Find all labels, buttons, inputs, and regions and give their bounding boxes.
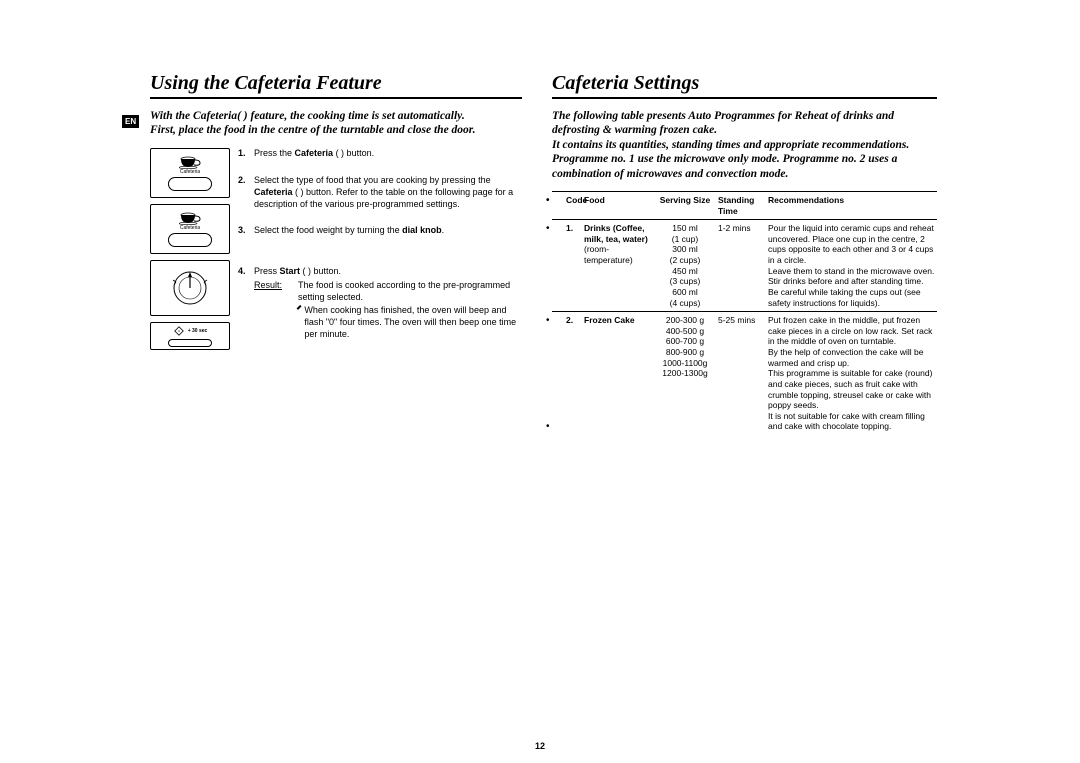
dial-knob-illustration [150,260,230,316]
steps-list: 1. Press the Cafeteria ( ) button. 2. Se… [238,148,522,351]
intro-line-1: With the Cafeteria( ) feature, the cooki… [150,110,465,122]
table-row: 1. Drinks (Coffee, milk, tea, water) (ro… [552,220,937,312]
left-section-title: Using the Cafeteria Feature [150,72,522,99]
step-body: Select the food weight by turning the di… [254,225,522,237]
intro-p1: The following table presents Auto Progra… [552,110,894,136]
th-rec: Recommendations [768,195,937,216]
step-number: 2. [238,175,254,210]
button-oval [168,339,212,347]
cell-standing: 5-25 mins [718,315,764,432]
button-illustrations: Cafeteria Cafeteria [150,148,230,351]
right-section-title: Cafeteria Settings [552,72,937,99]
button-oval [168,233,212,247]
start-button-illustration: + 30 sec [150,322,230,350]
diamond-bullet-icon [297,305,302,310]
table-header: Code Food Serving Size Standing Time Rec… [552,191,937,220]
step-number: 4. [238,266,254,340]
food-plain: (room-temperature) [584,244,633,265]
start-label: + 30 sec [188,328,208,334]
cell-food: Drinks (Coffee, milk, tea, water) (room-… [584,223,652,308]
intro-line-2: First, place the food in the centre of t… [150,124,476,136]
cell-rec: Put frozen cake in the middle, put froze… [768,315,937,432]
right-column: Cafeteria Settings The following table p… [552,72,937,437]
row-bullet [552,223,562,308]
step-4-text: Press Start ( ) button. [254,266,341,276]
table-row: 2. Frozen Cake 200-300 g 400-500 g 600-7… [552,312,937,435]
result-label: Result: [254,280,298,340]
step-1: 1. Press the Cafeteria ( ) button. [238,148,522,160]
intro-p3: Programme no. 1 use the microwave only m… [552,153,897,179]
step-body: Press Start ( ) button. Result: The food… [254,266,522,340]
cup-icon [179,155,201,169]
th-serving: Serving Size [656,195,714,216]
button-oval [168,177,212,191]
result-bullet: When cooking has finished, the oven will… [304,305,522,340]
th-food: Food [584,195,652,216]
cell-rec: Pour the liquid into ceramic cups and re… [768,223,937,308]
food-bold: Drinks (Coffee, milk, tea, water) [584,223,648,244]
step-4: 4. Press Start ( ) button. Result: The f… [238,266,522,340]
language-badge: EN [122,115,139,128]
step-number: 1. [238,148,254,160]
cup-icon [179,211,201,225]
right-intro: The following table presents Auto Progra… [552,109,937,181]
cell-standing: 1-2 mins [718,223,764,308]
cell-code: 1. [566,223,580,308]
result-body: The food is cooked according to the pre-… [298,280,510,302]
step-number: 3. [238,225,254,237]
th-code: Code [566,195,580,216]
dial-icon [170,268,210,308]
step-body: Press the Cafeteria ( ) button. [254,148,522,160]
intro-p2: It contains its quantities, standing tim… [552,139,909,151]
cafeteria-button-illustration: Cafeteria [150,148,230,198]
left-column: Using the Cafeteria Feature With the Caf… [150,72,522,437]
cell-serving: 150 ml (1 cup) 300 ml (2 cups) 450 ml (3… [656,223,714,308]
food-bold: Frozen Cake [584,315,635,325]
page-number: 12 [0,741,1080,751]
manual-page: EN Using the Cafeteria Feature With the … [150,72,937,437]
start-diamond-icon [173,325,185,337]
left-intro: With the Cafeteria( ) feature, the cooki… [150,109,522,138]
settings-table: Code Food Serving Size Standing Time Rec… [552,191,937,437]
step-body: Select the type of food that you are coo… [254,175,522,210]
cell-food: Frozen Cake [584,315,652,432]
cafeteria-label-2: Cafeteria [180,225,200,231]
cafeteria-label: Cafeteria [180,169,200,175]
cafeteria-button-illustration-2: Cafeteria [150,204,230,254]
cell-serving: 200-300 g 400-500 g 600-700 g 800-900 g … [656,315,714,432]
step-3: 3. Select the food weight by turning the… [238,225,522,237]
th-standing: Standing Time [718,195,764,216]
row-bullet [552,315,562,432]
cell-code: 2. [566,315,580,432]
step-2: 2. Select the type of food that you are … [238,175,522,210]
